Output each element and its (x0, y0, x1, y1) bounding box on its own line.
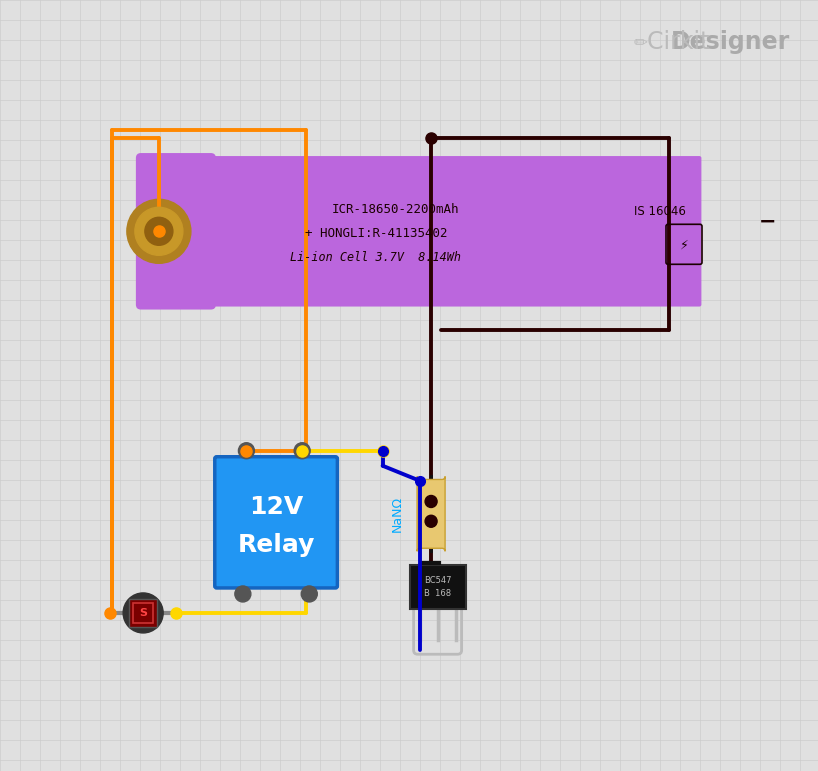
Circle shape (124, 593, 163, 633)
Text: 12V: 12V (249, 495, 303, 519)
FancyBboxPatch shape (410, 565, 465, 609)
Circle shape (425, 515, 437, 527)
Text: B  168: B 168 (424, 589, 452, 598)
Circle shape (238, 443, 254, 459)
Text: + HONGLI:R-41135402: + HONGLI:R-41135402 (304, 227, 447, 240)
Text: Relay: Relay (237, 534, 315, 557)
Text: Designer: Designer (671, 30, 790, 54)
Circle shape (135, 207, 183, 255)
Text: ✏: ✏ (634, 33, 648, 51)
FancyBboxPatch shape (136, 153, 216, 309)
Text: ⚡: ⚡ (680, 239, 689, 252)
Text: Cirkit: Cirkit (647, 30, 717, 54)
Text: IS 16046: IS 16046 (634, 205, 686, 217)
FancyBboxPatch shape (189, 156, 701, 307)
Text: NaNΩ: NaNΩ (390, 496, 403, 532)
FancyBboxPatch shape (215, 456, 337, 588)
FancyBboxPatch shape (417, 476, 445, 551)
Circle shape (425, 496, 437, 507)
Text: Li-ion Cell 3.7V  8.14Wh: Li-ion Cell 3.7V 8.14Wh (290, 251, 461, 264)
FancyBboxPatch shape (129, 599, 157, 627)
Circle shape (145, 217, 173, 245)
Circle shape (235, 586, 251, 602)
Text: S: S (139, 608, 147, 618)
Circle shape (127, 199, 191, 264)
Text: −: − (759, 211, 777, 231)
FancyBboxPatch shape (645, 164, 699, 298)
Circle shape (301, 586, 317, 602)
Circle shape (294, 443, 310, 459)
Text: ICR-18650-2200mAh: ICR-18650-2200mAh (332, 203, 460, 216)
Text: BC547: BC547 (424, 576, 452, 584)
